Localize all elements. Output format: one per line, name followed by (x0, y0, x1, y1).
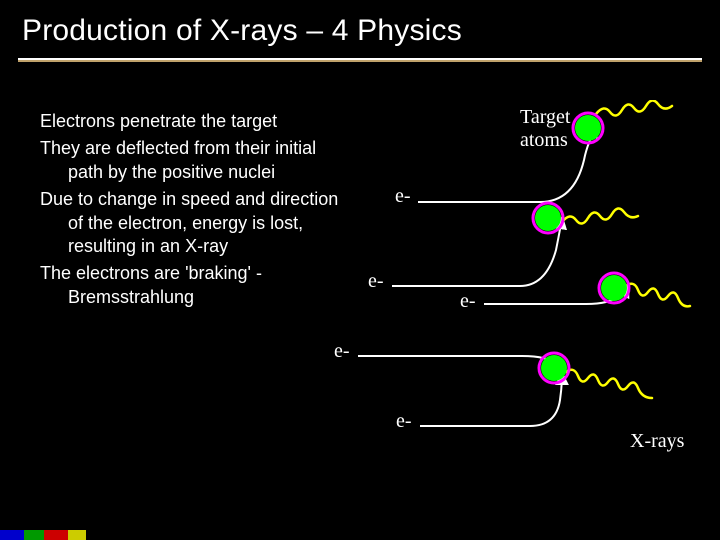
electron-label-2: e- (368, 270, 384, 293)
flag-segment-3 (44, 530, 68, 540)
corner-flag (0, 530, 86, 540)
title-underline-shadow (18, 60, 702, 62)
diagram: Target atoms X-rays e-e-e-e-e- (340, 100, 710, 480)
xray-wave-1 (596, 100, 672, 115)
flag-segment-1 (0, 530, 24, 540)
electron-label-4: e- (334, 340, 350, 363)
label-xrays: X-rays (630, 430, 684, 453)
xray-wave-3 (626, 284, 690, 307)
body-paragraph-3: Due to change in speed and direction of … (40, 188, 350, 258)
atom-3 (599, 273, 629, 303)
atom-1 (573, 113, 603, 143)
flag-segment-4 (68, 530, 86, 540)
label-target-atoms: Target atoms (520, 106, 570, 152)
electron-label-5: e- (396, 410, 412, 433)
body-paragraph-2: They are deflected from their initial pa… (40, 137, 350, 184)
electron-path-1 (418, 126, 598, 202)
body-paragraph-1: Electrons penetrate the target (40, 110, 350, 133)
body-paragraph-4: The electrons are 'braking' - Bremsstrah… (40, 262, 350, 309)
flag-segment-2 (24, 530, 44, 540)
slide: Production of X-rays – 4 Physics Electro… (0, 0, 720, 540)
label-target-line2: atoms (520, 129, 568, 151)
electron-label-1: e- (395, 185, 411, 208)
electron-path-4 (358, 356, 560, 372)
electron-path-5 (420, 374, 562, 426)
atom-2 (533, 203, 563, 233)
xray-wave-4 (566, 370, 652, 398)
xray-wave-2 (562, 208, 638, 223)
label-target-line1: Target (520, 106, 570, 128)
body-text: Electrons penetrate the target They are … (40, 110, 350, 313)
slide-title: Production of X-rays – 4 Physics (22, 14, 462, 48)
atom-4 (539, 353, 569, 383)
electron-label-3: e- (460, 290, 476, 313)
